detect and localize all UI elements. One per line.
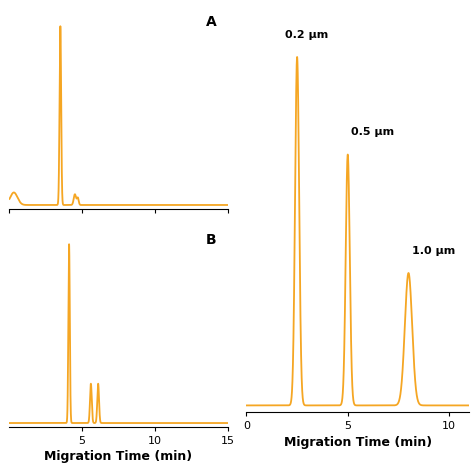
Text: B: B: [206, 233, 217, 247]
Text: 0.5 μm: 0.5 μm: [351, 127, 394, 137]
X-axis label: Migration Time (min): Migration Time (min): [284, 436, 432, 448]
Text: 0.2 μm: 0.2 μm: [285, 29, 328, 40]
X-axis label: Migration Time (min): Migration Time (min): [45, 450, 192, 463]
Text: 1.0 μm: 1.0 μm: [411, 246, 455, 255]
Text: A: A: [206, 15, 217, 29]
